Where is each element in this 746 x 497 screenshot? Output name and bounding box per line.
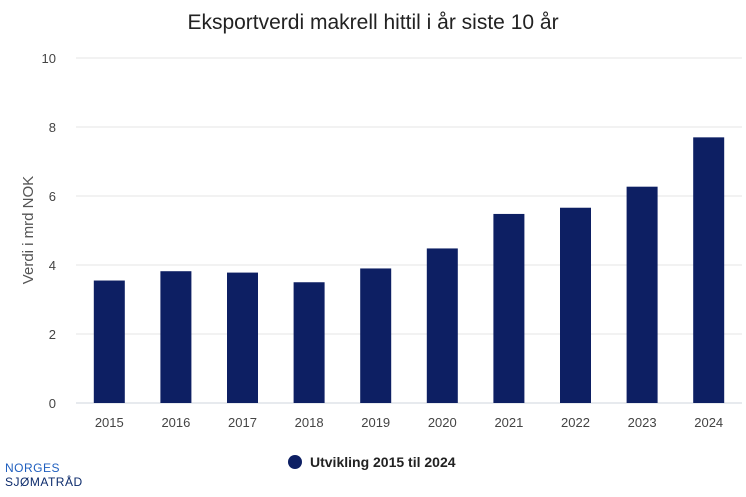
bar-2017[interactable]	[227, 272, 258, 403]
y-tick-label: 10	[42, 51, 56, 66]
x-tick-label: 2023	[628, 415, 657, 430]
bar-2018[interactable]	[293, 282, 325, 403]
bar-2015[interactable]	[93, 280, 125, 403]
legend-label: Utvikling 2015 til 2024	[310, 454, 456, 470]
x-tick-label: 2015	[95, 415, 124, 430]
y-tick-label: 8	[49, 120, 56, 135]
x-tick-label: 2019	[361, 415, 390, 430]
norges-sjomatrad-logo: NORGES SJØMATRÅD	[5, 461, 83, 489]
x-tick-label: 2020	[428, 415, 457, 430]
x-tick-label: 2018	[295, 415, 324, 430]
bar-2022[interactable]	[560, 207, 591, 403]
bar-2016[interactable]	[160, 271, 192, 403]
bar-2019[interactable]	[360, 268, 392, 403]
bar-2021[interactable]	[493, 213, 525, 403]
logo-line-1: NORGES	[5, 461, 61, 475]
x-tick-label: 2021	[494, 415, 523, 430]
y-axis-ticks: 0 2 4 6 8 10	[42, 51, 56, 411]
x-axis-ticks: 2015 2016 2017 2018 2019 2020 2021 2022 2023 2024	[95, 415, 723, 430]
x-tick-label: 2017	[228, 415, 257, 430]
legend[interactable]: Utvikling 2015 til 2024	[288, 454, 456, 470]
bar-2020[interactable]	[426, 248, 458, 403]
logo-line-2: SJØMATRÅD	[5, 475, 83, 489]
x-tick-label: 2022	[561, 415, 590, 430]
legend-marker	[288, 455, 302, 469]
x-tick-label: 2016	[161, 415, 190, 430]
x-tick-label: 2024	[694, 415, 723, 430]
bars	[93, 137, 725, 403]
chart-title: Eksportverdi makrell hittil i år siste 1…	[187, 11, 558, 34]
y-tick-label: 2	[49, 327, 56, 342]
y-axis-label: Verdi i mrd NOK	[20, 176, 37, 284]
bar-2024[interactable]	[693, 137, 725, 403]
y-tick-label: 6	[49, 189, 56, 204]
y-tick-label: 4	[49, 258, 56, 273]
y-tick-label: 0	[49, 396, 56, 411]
bar-2023[interactable]	[626, 186, 658, 403]
